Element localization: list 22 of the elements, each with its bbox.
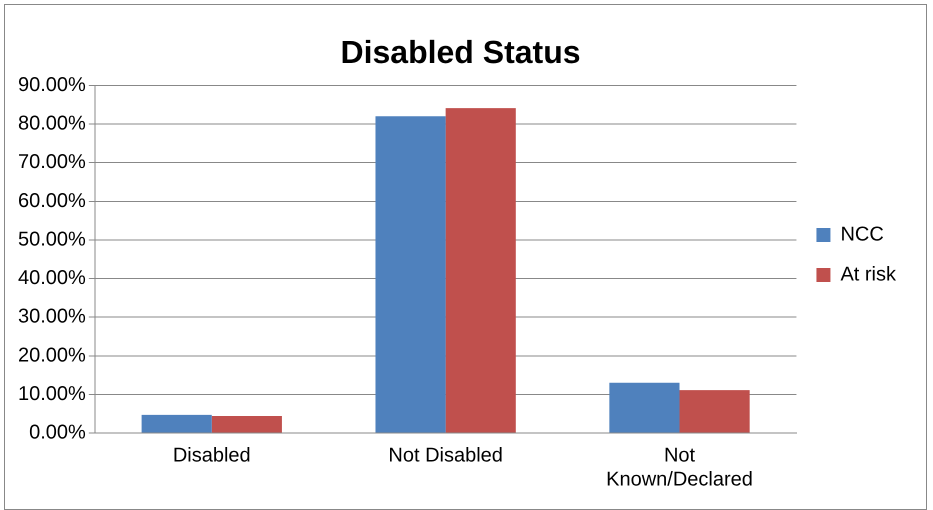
x-tick-label: Not Known/Declared: [606, 444, 753, 491]
y-tick-label: 60.00%: [18, 190, 86, 212]
y-tick-label: 20.00%: [18, 344, 86, 366]
y-tick-label: 90.00%: [18, 74, 86, 96]
x-tick-label: Not Disabled: [388, 444, 503, 467]
y-tick-label: 0.00%: [29, 422, 86, 444]
y-tick-label: 80.00%: [18, 112, 86, 135]
y-tick-label: 40.00%: [18, 267, 86, 290]
legend-label: At risk: [840, 264, 897, 286]
bar: [212, 416, 282, 432]
y-tick-label: 30.00%: [18, 306, 86, 328]
y-tick-label: 70.00%: [18, 151, 86, 174]
bar: [375, 116, 446, 432]
bar: [680, 390, 750, 432]
bar: [609, 382, 680, 432]
x-tick-label: Disabled: [172, 444, 251, 467]
bar: [446, 108, 516, 432]
chart-title: Disabled Status: [340, 34, 581, 70]
bar: [142, 414, 212, 432]
y-tick-label: 10.00%: [18, 382, 86, 405]
y-tick-label: 50.00%: [18, 228, 86, 250]
legend-label: NCC: [840, 224, 884, 246]
